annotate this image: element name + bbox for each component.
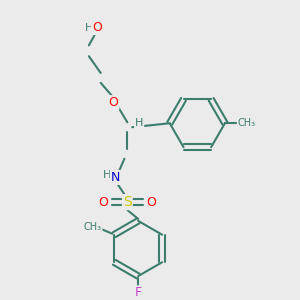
Text: O: O [92, 21, 102, 34]
Text: O: O [99, 196, 109, 208]
Text: F: F [135, 286, 142, 299]
Text: CH₃: CH₃ [83, 222, 102, 232]
Text: CH₃: CH₃ [238, 118, 256, 128]
Text: H: H [102, 169, 111, 179]
Text: H: H [135, 118, 143, 128]
Text: O: O [109, 96, 118, 109]
Text: S: S [123, 195, 132, 209]
Text: N: N [111, 171, 120, 184]
Text: H: H [85, 22, 93, 33]
Text: O: O [146, 196, 156, 208]
